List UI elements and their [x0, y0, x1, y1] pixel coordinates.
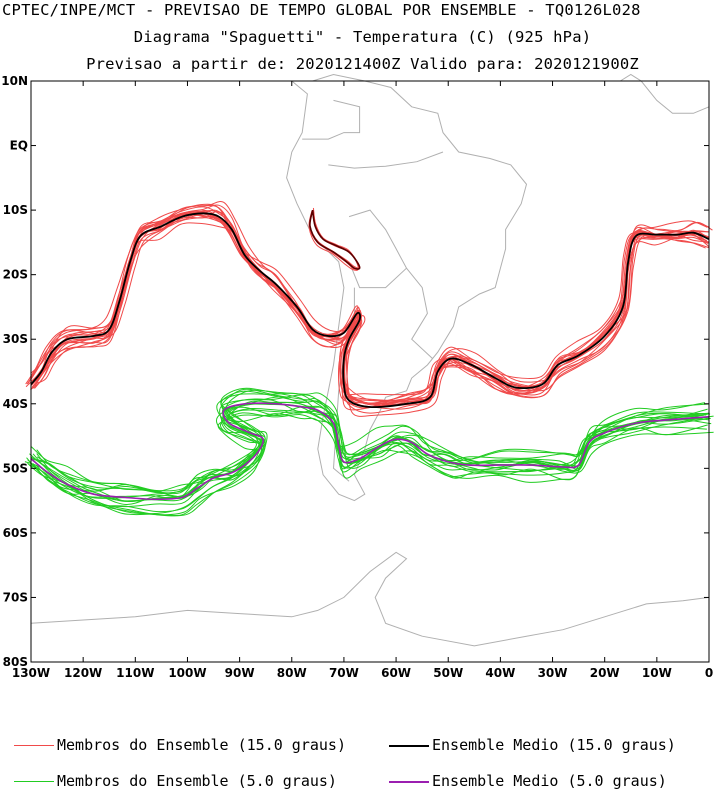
x-tick-label: 50W [433, 666, 463, 680]
member-15c-line-1 [26, 209, 706, 407]
africa-coast [620, 73, 710, 114]
x-tick-label: 20W [590, 666, 620, 680]
y-tick-label: 10N [1, 74, 28, 88]
mean-15c-andes-line [309, 209, 361, 270]
y-tick-label: 80S [3, 655, 28, 669]
y-tick-label: EQ [10, 139, 28, 153]
x-tick-label: 130W [12, 666, 50, 680]
black-line-swatch [389, 744, 429, 747]
member-5c-line-4 [35, 394, 714, 516]
x-tick-label: 90W [225, 666, 255, 680]
member-15c-line-2 [31, 203, 709, 405]
member-15c-line-11 [31, 214, 710, 408]
antarctica-coast [30, 551, 710, 647]
members-15-layer [25, 200, 713, 417]
y-tick-label: 40S [3, 397, 28, 411]
x-tick-label: 110W [116, 666, 154, 680]
green-line-swatch [14, 781, 54, 782]
member-5c-line-9 [27, 389, 708, 517]
member-5c-line-17 [32, 390, 710, 508]
ensemble-mean-layer [30, 209, 710, 501]
y-tick-label: 30S [3, 332, 28, 346]
x-tick-label: 100W [168, 666, 206, 680]
member-5c-line-11 [26, 398, 707, 502]
x-tick-label: 80W [277, 666, 307, 680]
x-tick-label: 120W [64, 666, 102, 680]
x-tick-label: 30W [538, 666, 568, 680]
x-axis: 130W 120W 110W 100W 90W 80W 70W 60W 50W 40W 30W 20W… [12, 81, 713, 680]
x-tick-label: 70W [329, 666, 359, 680]
x-tick-label: 60W [381, 666, 411, 680]
title-line-2: Diagrama "Spaguetti" - Temperatura (C) (… [133, 28, 592, 46]
coastline-layer [30, 73, 710, 647]
y-tick-label: 60S [3, 526, 28, 540]
member-5c-line-15 [31, 388, 709, 513]
colombia-border [302, 99, 361, 140]
member-15c-line-18 [30, 205, 709, 404]
x-tick-label: 10W [642, 666, 672, 680]
y-tick-label: 20S [3, 268, 28, 282]
member-15c-andes-line-2 [309, 210, 361, 269]
member-15c-line-3 [25, 212, 713, 399]
legend-red-label: Membros do Ensemble (15.0 graus) [57, 736, 346, 754]
member-15c-line-9 [25, 200, 705, 409]
y-tick-label: 70S [3, 590, 28, 604]
legend-purple-label: Ensemble Medio (5.0 graus) [432, 772, 667, 790]
plot-frame [30, 80, 710, 663]
member-15c-andes-line-3 [309, 210, 361, 270]
x-tick-label: 0 [705, 666, 713, 680]
member-15c-line-6 [29, 211, 710, 402]
member-15c-line-12 [27, 217, 710, 402]
y-axis: 10N EQ 10S 20S 30S 40S 50S 60S 70S 80S [1, 74, 709, 669]
legend-black-label: Ensemble Medio (15.0 graus) [432, 736, 676, 754]
amazon-river [328, 151, 444, 169]
brazil-border [406, 267, 433, 359]
title-line-3: Previsao a partir de: 2020121400Z Valido… [86, 55, 639, 73]
y-tick-label: 10S [3, 203, 28, 217]
south-america-coast [286, 73, 528, 502]
y-tick-label: 50S [3, 461, 28, 475]
mean-5c-line [30, 402, 710, 501]
member-15c-line-16 [31, 209, 709, 406]
mean-15c-line [30, 212, 710, 408]
legend-black-mean: Ensemble Medio (15.0 graus) [389, 736, 676, 754]
member-5c-line-10 [31, 411, 711, 492]
legend-green-members: Membros do Ensemble (5.0 graus) [14, 772, 337, 790]
legend-red-members: Membros do Ensemble (15.0 graus) [14, 736, 346, 754]
red-line-swatch [14, 745, 54, 746]
bolivia-border [348, 209, 408, 289]
title-line-1: CPTEC/INPE/MCT - PREVISAO DE TEMPO GLOBA… [2, 1, 641, 19]
legend-green-label: Membros do Ensemble (5.0 graus) [57, 772, 337, 790]
member-15c-line-4 [30, 206, 709, 405]
x-tick-label: 40W [485, 666, 515, 680]
legend-purple-mean: Ensemble Medio (5.0 graus) [389, 772, 667, 790]
member-15c-line-7 [30, 204, 710, 402]
purple-line-swatch [389, 780, 429, 783]
